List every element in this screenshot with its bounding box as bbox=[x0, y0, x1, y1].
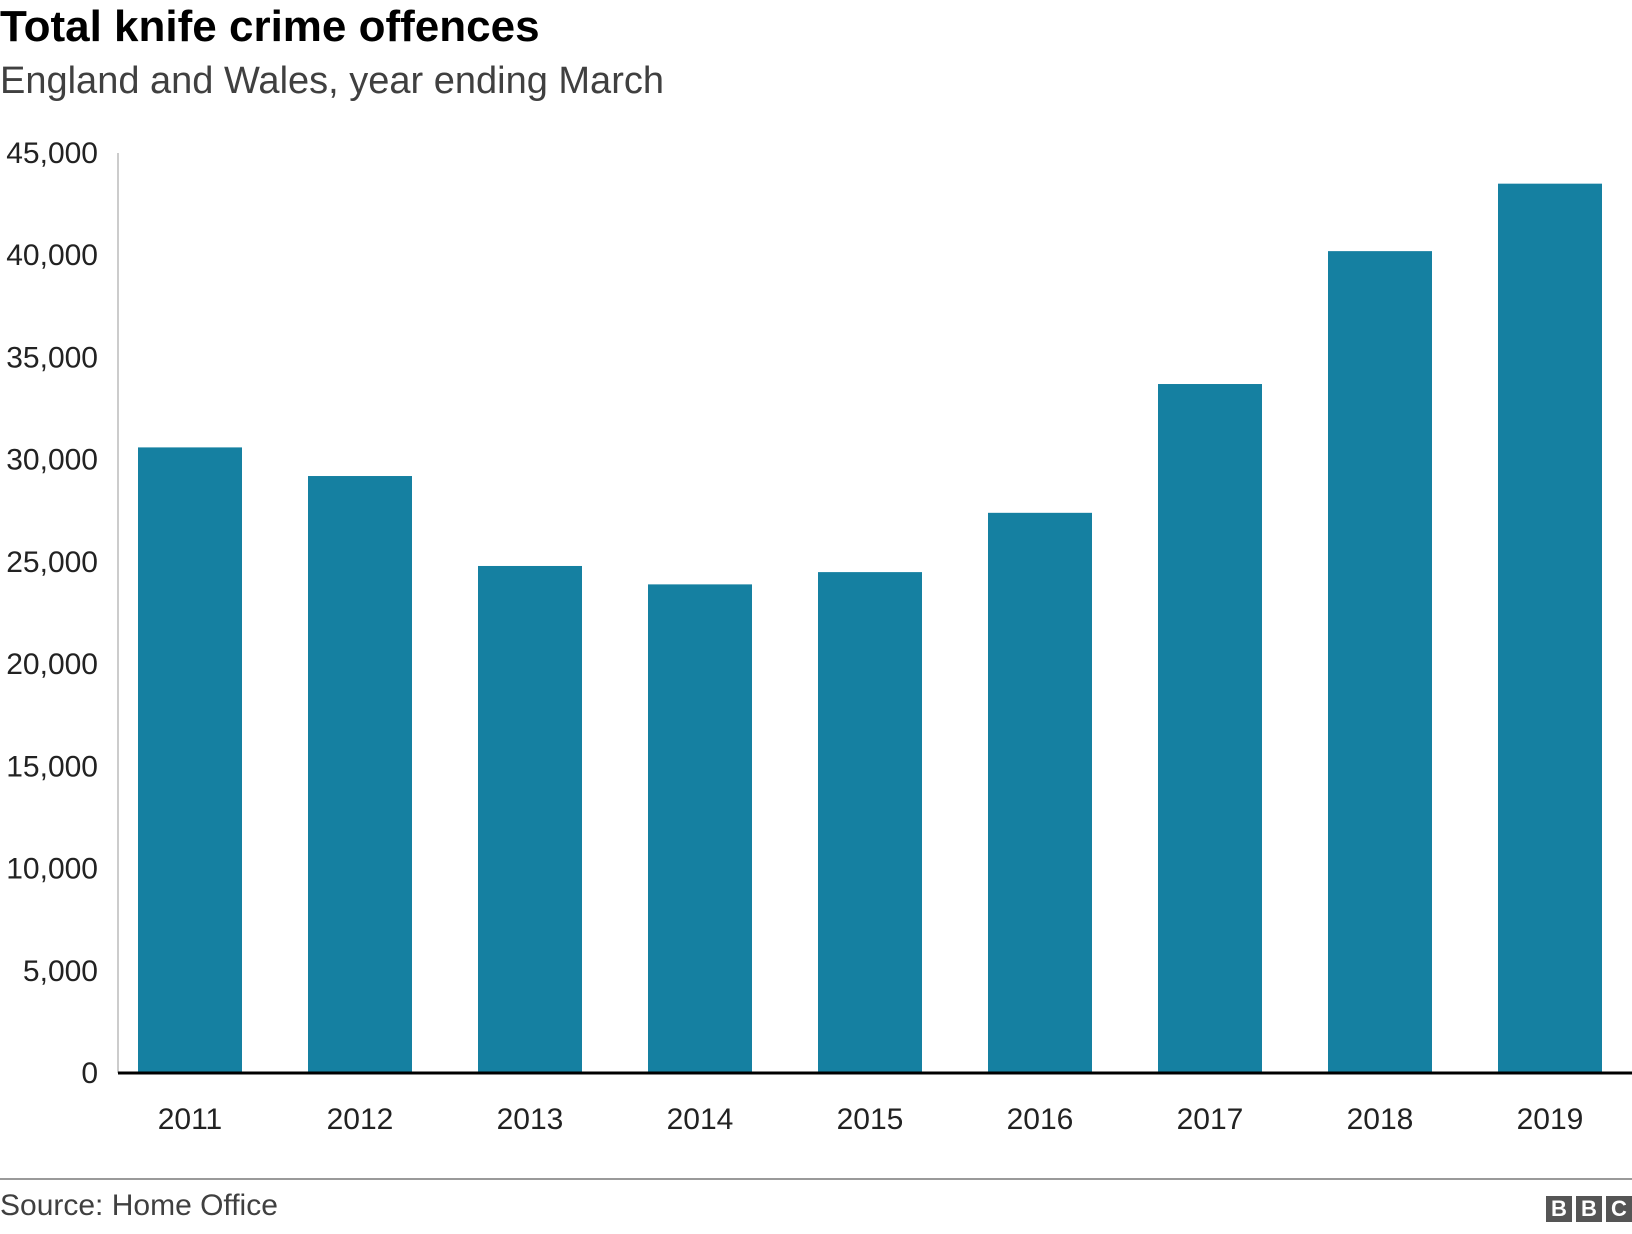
bars bbox=[138, 183, 1602, 1074]
x-tick-label: 2018 bbox=[1347, 1103, 1414, 1136]
y-tick-label: 15,000 bbox=[6, 750, 98, 783]
bar-2016 bbox=[988, 512, 1092, 1073]
y-tick-label: 5,000 bbox=[23, 955, 98, 988]
x-tick-label: 2014 bbox=[667, 1103, 734, 1136]
chart-title: Total knife crime offences bbox=[0, 2, 540, 51]
bar-2019 bbox=[1498, 183, 1602, 1073]
y-tick-label: 25,000 bbox=[6, 546, 98, 579]
x-axis-ticks: 2011 2012 2013 2014 2015 2016 2017 2018 2019 bbox=[158, 1103, 1584, 1136]
y-axis-ticks: 0 5,000 10,000 15,000 20,000 25,000 30,000 35,0… bbox=[6, 137, 98, 1090]
y-tick-label: 0 bbox=[81, 1057, 98, 1090]
chart-subtitle: England and Wales, year ending March bbox=[0, 60, 664, 102]
logo-letter-b1: B bbox=[1546, 1196, 1572, 1222]
x-tick-label: 2012 bbox=[327, 1103, 394, 1136]
x-tick-label: 2011 bbox=[158, 1103, 223, 1136]
y-tick-label: 30,000 bbox=[6, 444, 98, 477]
bar-2018 bbox=[1328, 251, 1432, 1074]
y-tick-label: 35,000 bbox=[6, 341, 98, 374]
y-tick-label: 10,000 bbox=[6, 853, 98, 886]
bar-2014 bbox=[648, 584, 752, 1073]
x-tick-label: 2017 bbox=[1177, 1103, 1244, 1136]
logo-letter-c: C bbox=[1606, 1196, 1632, 1222]
bar-2017 bbox=[1158, 384, 1262, 1073]
y-tick-label: 45,000 bbox=[6, 137, 98, 170]
bar-2012 bbox=[308, 476, 412, 1073]
bar-chart: 0 5,000 10,000 15,000 20,000 25,000 30,000 35,0… bbox=[6, 137, 1632, 1136]
source-note: Source: Home Office bbox=[0, 1189, 278, 1222]
y-tick-label: 40,000 bbox=[6, 239, 98, 272]
footer-divider bbox=[0, 1178, 1632, 1180]
x-tick-label: 2013 bbox=[497, 1103, 564, 1136]
x-tick-label: 2016 bbox=[1007, 1103, 1074, 1136]
y-tick-label: 20,000 bbox=[6, 648, 98, 681]
bar-2013 bbox=[478, 565, 582, 1073]
x-tick-label: 2019 bbox=[1517, 1103, 1584, 1136]
bar-2015 bbox=[818, 572, 922, 1073]
logo-letter-b2: B bbox=[1576, 1196, 1602, 1222]
bar-2011 bbox=[138, 447, 242, 1073]
x-tick-label: 2015 bbox=[837, 1103, 904, 1136]
bbc-logo: B B C bbox=[1546, 1196, 1632, 1222]
